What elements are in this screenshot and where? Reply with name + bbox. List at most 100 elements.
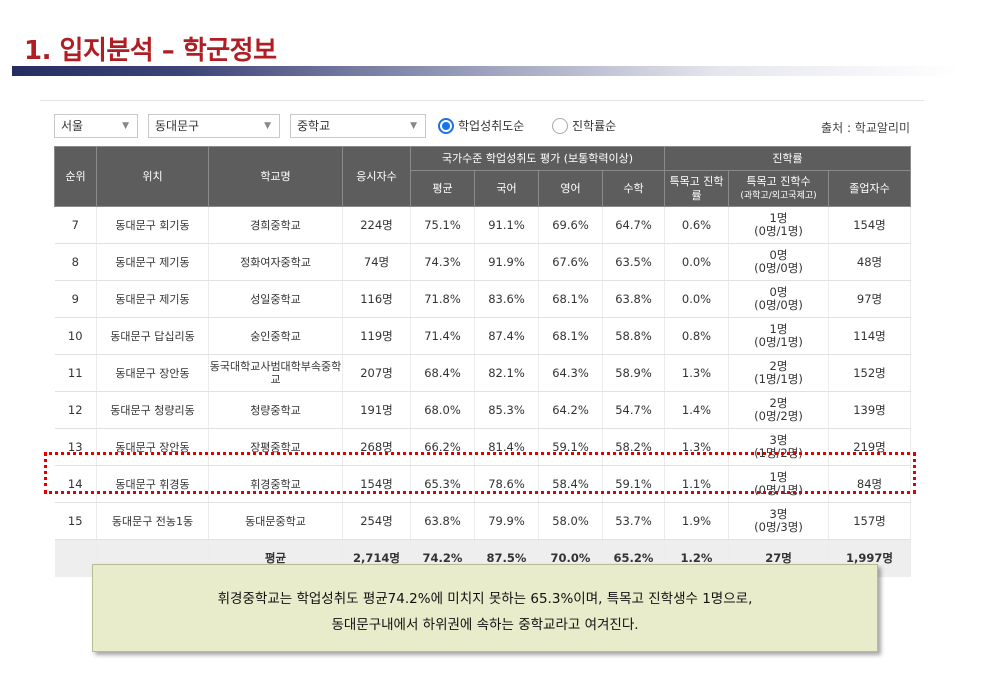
cell-location: 동대문구 회기동 (96, 206, 209, 244)
cell-location: 동대문구 장안동 (96, 428, 209, 466)
cell-special-count-detail: (0명/2명) (754, 409, 803, 423)
header-advancement-group: 진학률 (663, 146, 912, 171)
header-special-count: 특목고 진학수 (과학고/외고국제고) (728, 170, 829, 207)
region-select[interactable]: 서울 ▼ (54, 114, 138, 138)
analysis-note-line1: 휘경중학교는 학업성취도 평균74.2%에 미치지 못하는 65.3%이며, 특… (217, 591, 753, 607)
cell-location: 동대문구 휘경동 (96, 465, 209, 503)
cell-graduates: 219명 (828, 428, 912, 466)
cell-special-rate: 1.4% (664, 391, 729, 429)
summary-empty (54, 539, 97, 577)
cell-school: 동국대학교사범대학부속중학교 (208, 354, 343, 392)
header-school: 학교명 (208, 146, 343, 207)
school-ranking-table: 순위 위치 학교명 응시자수 국가수준 학업성취도 평가 (보통학력이상) 진학… (54, 146, 912, 577)
cell-graduates: 114명 (828, 317, 912, 355)
header-location: 위치 (96, 146, 209, 207)
cell-english: 58.0% (538, 502, 603, 540)
cell-average: 68.0% (410, 391, 475, 429)
cell-location: 동대문구 제기동 (96, 243, 209, 281)
school-type-select[interactable]: 중학교 ▼ (290, 114, 426, 138)
cell-math: 58.9% (602, 354, 665, 392)
cell-average: 71.8% (410, 280, 475, 318)
sort-radio-achievement[interactable]: 학업성취도순 (438, 117, 524, 134)
header-rank: 순위 (54, 146, 97, 207)
source-label: 출처 : 학교알리미 (821, 121, 910, 135)
cell-special-count-detail: (0명/1명) (754, 224, 803, 238)
cell-graduates: 84명 (828, 465, 912, 503)
header-achievement-group: 국가수준 학업성취도 평가 (보통학력이상) (410, 146, 665, 171)
cell-special-rate: 1.9% (664, 502, 729, 540)
cell-school: 성일중학교 (208, 280, 343, 318)
cell-korean: 83.6% (474, 280, 539, 318)
cell-special-count: 0명 (0명/0명) (728, 280, 829, 318)
cell-graduates: 139명 (828, 391, 912, 429)
table-row: 13 동대문구 장안동 장평중학교 268명 66.2% 81.4% 59.1% 58.2% 1… (54, 428, 912, 466)
district-select[interactable]: 동대문구 ▼ (148, 114, 280, 138)
cell-examinees: 154명 (342, 465, 411, 503)
cell-rank: 10 (54, 317, 97, 355)
cell-location: 동대문구 장안동 (96, 354, 209, 392)
cell-school: 장평중학교 (208, 428, 343, 466)
cell-english: 69.6% (538, 206, 603, 244)
cell-average: 74.3% (410, 243, 475, 281)
chevron-down-icon: ▼ (410, 121, 417, 131)
page-title: 1. 입지분석 – 학군정보 (24, 36, 277, 66)
cell-location: 동대문구 답십리동 (96, 317, 209, 355)
cell-average: 75.1% (410, 206, 475, 244)
header-math: 수학 (602, 170, 665, 207)
cell-special-rate: 0.0% (664, 243, 729, 281)
cell-rank: 15 (54, 502, 97, 540)
header-graduates: 졸업자수 (827, 170, 912, 207)
cell-special-rate: 0.8% (664, 317, 729, 355)
filter-bar: 서울 ▼ 동대문구 ▼ 중학교 ▼ 학업성취도순 진학률순 출처 : 학교알리미 (54, 114, 924, 140)
cell-examinees: 191명 (342, 391, 411, 429)
cell-special-count-total: 2명 (769, 359, 788, 373)
title-underline-bar (12, 66, 960, 76)
cell-graduates: 48명 (828, 243, 912, 281)
table-row: 10 동대문구 답십리동 숭인중학교 119명 71.4% 87.4% 68.1% 58.8%… (54, 317, 912, 355)
cell-school: 숭인중학교 (208, 317, 343, 355)
cell-special-count-total: 0명 (769, 285, 788, 299)
cell-korean: 82.1% (474, 354, 539, 392)
cell-special-count-total: 3명 (769, 433, 788, 447)
table-row: 7 동대문구 회기동 경희중학교 224명 75.1% 91.1% 69.6% 64.7% 0.… (54, 206, 912, 244)
cell-school: 휘경중학교 (208, 465, 343, 503)
cell-special-count: 2명 (1명/1명) (728, 354, 829, 392)
cell-examinees: 207명 (342, 354, 411, 392)
analysis-note: 휘경중학교는 학업성취도 평균74.2%에 미치지 못하는 65.3%이며, 특… (92, 564, 878, 652)
cell-special-count: 1명 (0명/1명) (728, 465, 829, 503)
cell-math: 54.7% (602, 391, 665, 429)
cell-korean: 91.1% (474, 206, 539, 244)
cell-math: 59.1% (602, 465, 665, 503)
cell-special-count: 1명 (0명/1명) (728, 317, 829, 355)
cell-school: 정화여자중학교 (208, 243, 343, 281)
cell-school: 경희중학교 (208, 206, 343, 244)
cell-special-count-detail: (1명/1명) (754, 372, 803, 386)
cell-average: 66.2% (410, 428, 475, 466)
header-korean: 국어 (474, 170, 539, 207)
sort-radio-advancement[interactable]: 진학률순 (552, 117, 616, 134)
cell-special-rate: 1.3% (664, 354, 729, 392)
table-body: 7 동대문구 회기동 경희중학교 224명 75.1% 91.1% 69.6% 64.7% 0.… (54, 206, 912, 577)
header-special-count-sub: (과학고/외고국제고) (740, 190, 817, 201)
header-special-count-title: 특목고 진학수 (746, 174, 811, 188)
chevron-down-icon: ▼ (264, 121, 271, 131)
region-select-value: 서울 (61, 119, 84, 133)
table-row: 11 동대문구 장안동 동국대학교사범대학부속중학교 207명 68.4% 82.1% 64… (54, 354, 912, 392)
chevron-down-icon: ▼ (122, 121, 129, 131)
cell-location: 동대문구 청량리동 (96, 391, 209, 429)
cell-special-rate: 0.6% (664, 206, 729, 244)
cell-math: 63.8% (602, 280, 665, 318)
cell-average: 63.8% (410, 502, 475, 540)
cell-location: 동대문구 제기동 (96, 280, 209, 318)
cell-average: 65.3% (410, 465, 475, 503)
cell-special-count: 2명 (0명/2명) (728, 391, 829, 429)
cell-korean: 79.9% (474, 502, 539, 540)
cell-examinees: 116명 (342, 280, 411, 318)
cell-average: 68.4% (410, 354, 475, 392)
school-type-select-value: 중학교 (297, 119, 331, 133)
cell-examinees: 254명 (342, 502, 411, 540)
cell-special-count: 3명 (1명/2명) (728, 428, 829, 466)
cell-english: 59.1% (538, 428, 603, 466)
cell-korean: 78.6% (474, 465, 539, 503)
cell-examinees: 74명 (342, 243, 411, 281)
